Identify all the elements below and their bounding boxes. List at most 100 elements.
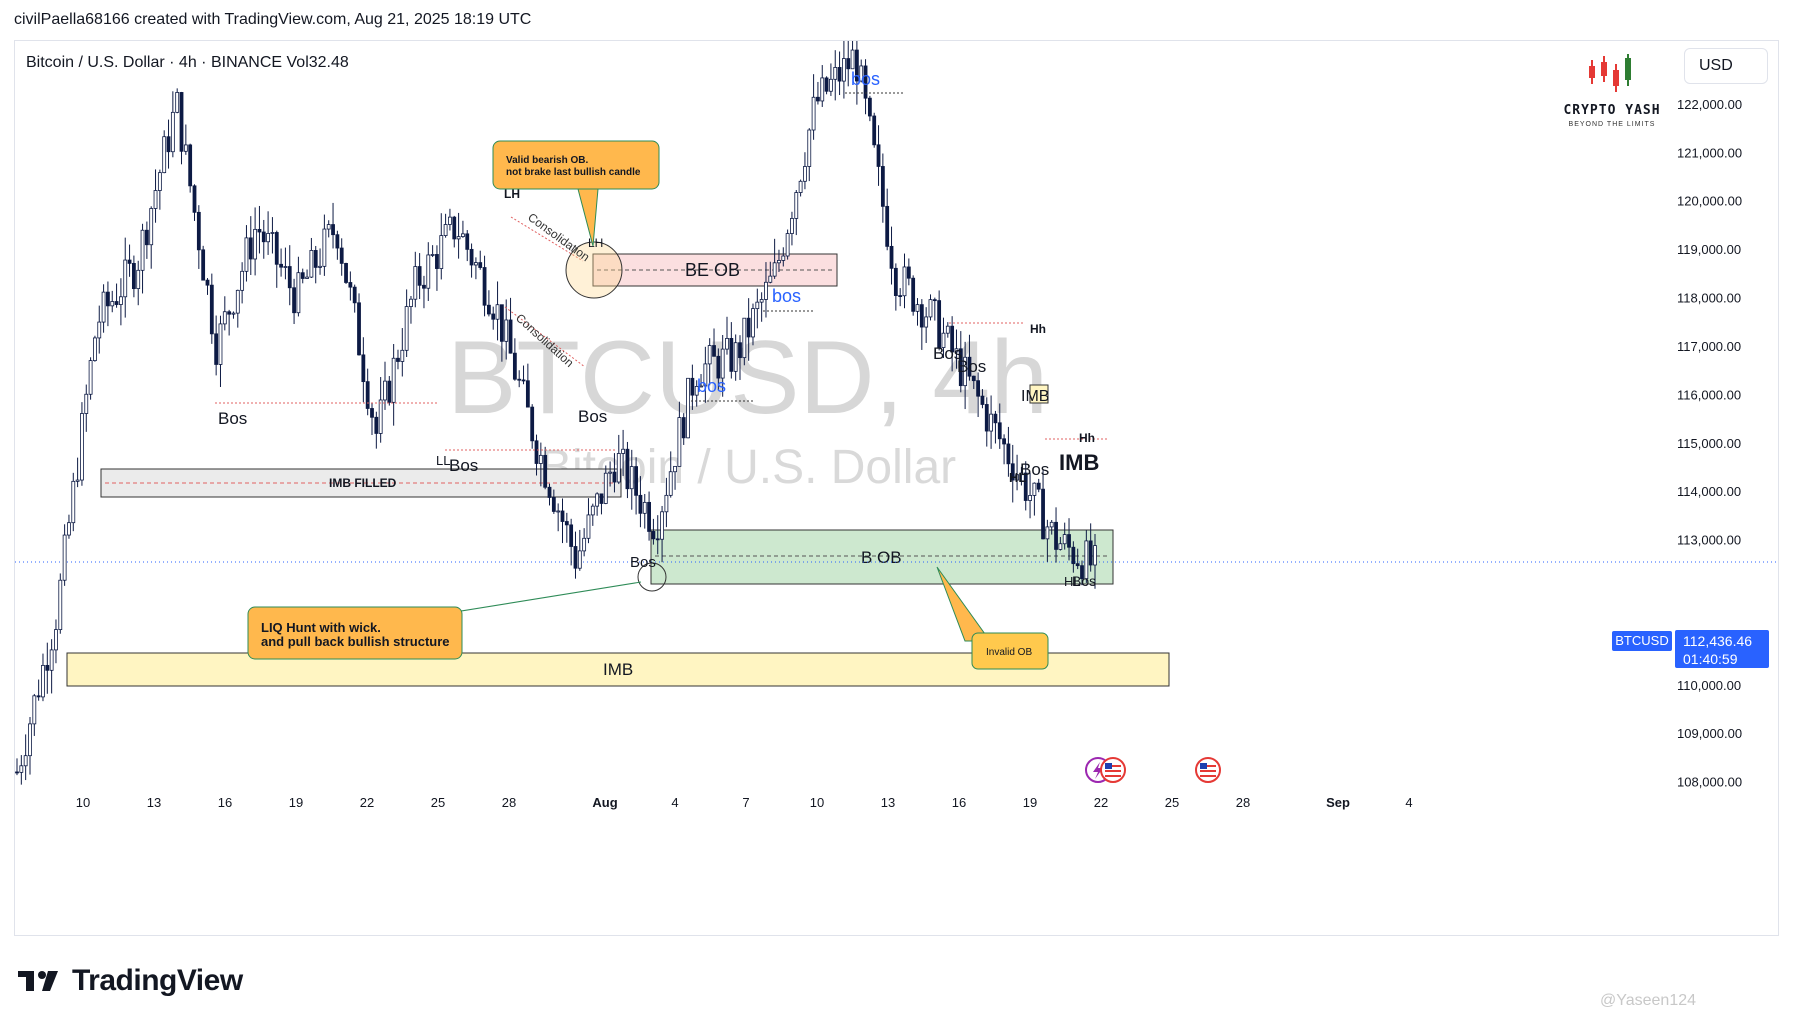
bar-countdown: 01:40:59 [1683, 651, 1738, 667]
candle-body [673, 465, 677, 473]
time-axis-label: 19 [289, 795, 303, 810]
candle-body [950, 325, 955, 353]
time-axis[interactable]: 10 13 16 19 22 25 28 Aug 4 7 10 13 16 19 22 25 28 Sep 4 [76, 795, 1413, 810]
candle-body [1041, 488, 1045, 540]
candle-body [383, 380, 387, 401]
time-axis-label: 13 [147, 795, 161, 810]
crypto-yash-logo: CRYPTO YASH BEYOND THE LIMITS [1542, 52, 1682, 144]
candle-body [166, 136, 171, 153]
candle-body [616, 453, 621, 483]
candle-body [634, 466, 638, 496]
imb-filled-zone[interactable]: IMB FILLED [100, 468, 622, 498]
candle-body [140, 229, 145, 271]
candle-body [993, 413, 998, 424]
candle-body [123, 259, 128, 298]
candle-body [859, 65, 864, 82]
candle-body [1067, 534, 1071, 548]
candle-body [785, 233, 790, 257]
candle-body [816, 96, 820, 102]
candle-body [227, 311, 232, 315]
swing-label: HL [1064, 574, 1081, 589]
candle-body [67, 522, 71, 536]
candle-body [902, 266, 907, 297]
candle-body [106, 291, 110, 307]
price-axis[interactable]: 122,000.00 121,000.00 120,000.00 119,000.00… [1677, 97, 1742, 790]
candle-body [430, 254, 435, 256]
candle-body [655, 538, 660, 541]
candle-body [686, 377, 690, 439]
candle-body [651, 531, 656, 540]
candle-body [439, 235, 444, 269]
candle-body [1032, 482, 1037, 496]
candle-body [582, 537, 587, 552]
candle-body [75, 479, 80, 482]
candle-body [525, 380, 530, 408]
candle-body [725, 338, 729, 350]
price-axis-label: 120,000.00 [1677, 194, 1742, 209]
time-axis-label: 28 [502, 795, 516, 810]
candle-body [768, 275, 773, 283]
candle-body [110, 301, 115, 307]
candle-body [707, 345, 712, 365]
candle-body [612, 471, 617, 483]
candle-body [699, 385, 703, 388]
current-symbol-tag: BTCUSD [1612, 631, 1672, 651]
time-axis-label: Aug [592, 795, 617, 810]
logo-tagline: BEYOND THE LIMITS [1568, 121, 1656, 128]
bearish-ob-callout-line1: Valid bearish OB. [506, 155, 588, 166]
liq-hunt-callout[interactable]: LIQ Hunt with wick. and pull back bullis… [247, 606, 463, 660]
price-axis-label: 122,000.00 [1677, 97, 1742, 112]
candle-body [781, 255, 786, 261]
price-axis-label: 109,000.00 [1677, 726, 1742, 741]
candle-body [300, 272, 305, 279]
invalid-ob-label: Invalid OB [986, 647, 1032, 658]
candle-body [751, 308, 755, 338]
be-ob-zone[interactable]: BE OB [592, 253, 838, 287]
time-axis-label: 4 [671, 795, 678, 810]
candle-body [486, 304, 491, 315]
candle-body [149, 208, 154, 246]
candle-body [1071, 546, 1076, 565]
candle-body [23, 755, 28, 767]
candle-body [183, 144, 188, 152]
candle-body [820, 77, 825, 102]
candle-body [218, 323, 223, 365]
candle-body [798, 180, 803, 193]
candle-body [595, 493, 600, 507]
candle-body [980, 395, 985, 405]
currency-button[interactable]: USD [1684, 48, 1768, 84]
time-axis-label: Sep [1326, 795, 1350, 810]
candle-body [361, 354, 366, 383]
candle-body [854, 49, 859, 82]
swing-label: LH [504, 187, 520, 201]
invalid-ob-callout[interactable]: Invalid OB [971, 632, 1049, 670]
candle-body [945, 325, 950, 334]
lightning-glyph [1093, 762, 1103, 779]
candle-body [833, 67, 838, 80]
bos-label-blue: bos [697, 376, 726, 396]
candle-body [889, 245, 894, 269]
candle-body [175, 92, 180, 113]
symbol-title[interactable]: Bitcoin / U.S. Dollar · 4h · BINANCE Vol… [26, 54, 349, 71]
time-axis-label: 4 [1405, 795, 1412, 810]
bearish-ob-callout[interactable]: Valid bearish OB. not brake last bullish… [492, 140, 660, 190]
candle-body [517, 378, 522, 381]
candle-body [989, 413, 993, 432]
candle-body [396, 357, 400, 362]
tradingview-brand[interactable]: TradingView [18, 964, 243, 998]
candle-body [153, 190, 158, 209]
candle-body [348, 282, 353, 288]
candle-body [1062, 534, 1067, 545]
candle-body [157, 172, 162, 191]
candle-body [560, 510, 565, 522]
swing-label: Hh [1030, 322, 1046, 336]
bos-label: Bos [218, 409, 247, 428]
economic-events[interactable] [1085, 757, 1221, 783]
candlestick-chart[interactable]: BTCUSD, 4h Bitcoin / U.S. Dollar IMB FIL… [15, 41, 1779, 936]
candle-body [551, 497, 556, 512]
candle-body [647, 501, 651, 532]
chart-panel[interactable]: BTCUSD, 4h Bitcoin / U.S. Dollar IMB FIL… [14, 40, 1779, 936]
candle-body [677, 417, 682, 467]
candle-body [426, 254, 431, 289]
candle-body [504, 319, 509, 342]
